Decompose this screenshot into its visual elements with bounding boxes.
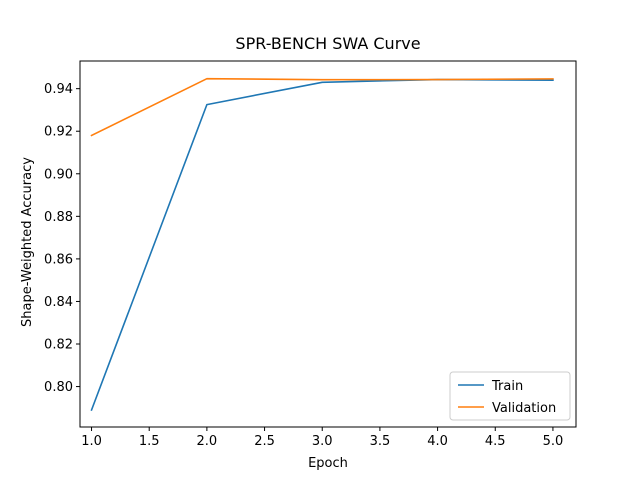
x-tick-label: 3.0 xyxy=(312,434,333,449)
x-tick-label: 4.0 xyxy=(427,434,448,449)
legend-box xyxy=(449,371,571,421)
x-tick-label: 4.5 xyxy=(485,434,506,449)
axes-frame xyxy=(79,60,577,428)
y-axis-label: Shape-Weighted Accuracy xyxy=(20,157,35,327)
legend-label-validation: Validation xyxy=(492,401,556,416)
y-axis-ticks: 0.80 0.82 0.84 0.86 0.88 0.90 0.92 0.94 xyxy=(44,82,80,395)
series-line-validation xyxy=(90,77,554,137)
x-tick-label: 1.0 xyxy=(81,434,102,449)
x-axis-label: Epoch xyxy=(308,456,348,471)
y-tick-label: 0.94 xyxy=(44,82,73,97)
legend-label-train: Train xyxy=(491,379,523,394)
chart-title: SPR-BENCH SWA Curve xyxy=(235,34,420,53)
y-tick-label: 0.82 xyxy=(44,338,73,353)
x-axis-ticks: 1.0 1.5 2.0 2.5 3.0 3.5 4.0 4.5 5.0 xyxy=(81,427,563,449)
y-tick-label: 0.84 xyxy=(44,295,73,310)
y-tick-label: 0.80 xyxy=(44,380,73,395)
legend: Train Validation xyxy=(449,371,571,421)
x-tick-label: 3.5 xyxy=(370,434,391,449)
x-tick-label: 2.0 xyxy=(197,434,218,449)
series-lines xyxy=(90,77,554,412)
x-tick-label: 5.0 xyxy=(543,434,564,449)
y-tick-label: 0.92 xyxy=(44,125,73,140)
x-tick-label: 2.5 xyxy=(254,434,275,449)
y-tick-label: 0.90 xyxy=(44,167,73,182)
y-tick-label: 0.86 xyxy=(44,252,73,267)
x-tick-label: 1.5 xyxy=(139,434,160,449)
y-tick-label: 0.88 xyxy=(44,210,73,225)
